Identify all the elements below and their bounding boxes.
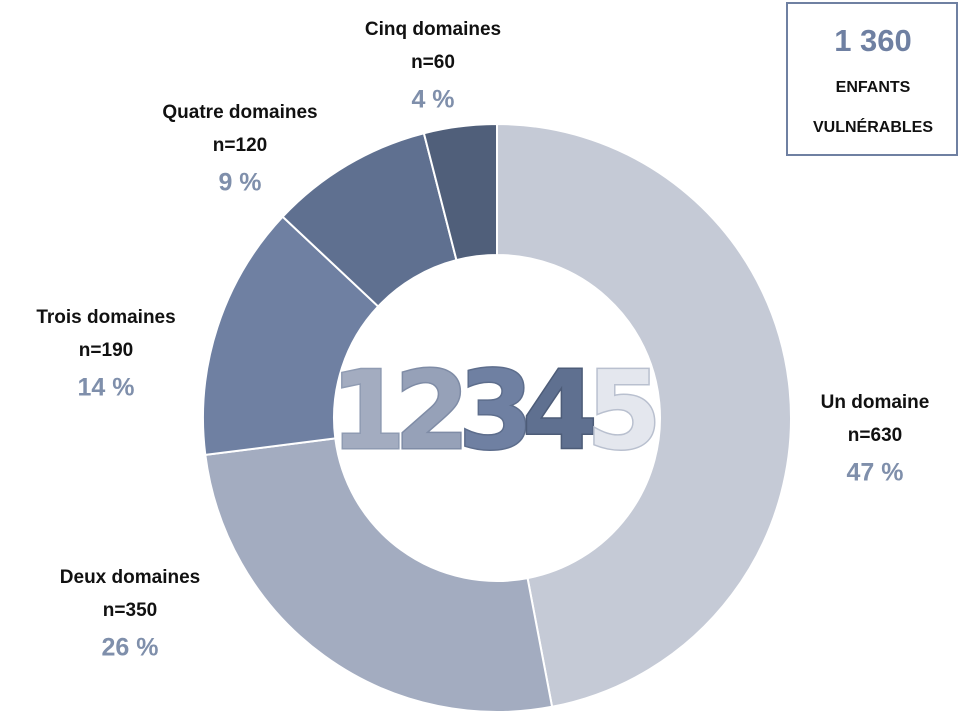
value-label: 4 % [411, 86, 454, 114]
category-label: Quatre domaines [162, 102, 317, 123]
center-digit: 4 [522, 349, 597, 474]
value-label: 9 % [218, 169, 261, 197]
center-digit: 2 [394, 349, 469, 474]
category-label: Cinq domaines [365, 19, 501, 40]
slice [422, 122, 498, 262]
center-digit: 1 [330, 349, 405, 474]
count-label: n=190 [79, 340, 133, 361]
count-label: n=630 [848, 425, 902, 446]
count-label: n=120 [213, 135, 267, 156]
slice [496, 122, 792, 708]
center-digit: 3 [458, 349, 533, 474]
category-label: Trois domaines [36, 307, 175, 328]
value-label: 47 % [847, 459, 904, 487]
total-caption: VULNÉRABLES [813, 117, 933, 136]
value-label: 14 % [78, 374, 135, 402]
total-box [786, 2, 958, 156]
count-label: n=60 [411, 52, 455, 73]
slice [204, 437, 554, 713]
total: 1 360 [834, 23, 912, 58]
category-label: Un domaine [821, 392, 930, 413]
total-caption: ENFANTS [836, 79, 911, 96]
value-label: 26 % [102, 634, 159, 662]
category-label: Deux domaines [60, 567, 200, 588]
slice [202, 215, 380, 456]
count-label: n=350 [103, 600, 157, 621]
center-digit: 5 [586, 349, 661, 474]
